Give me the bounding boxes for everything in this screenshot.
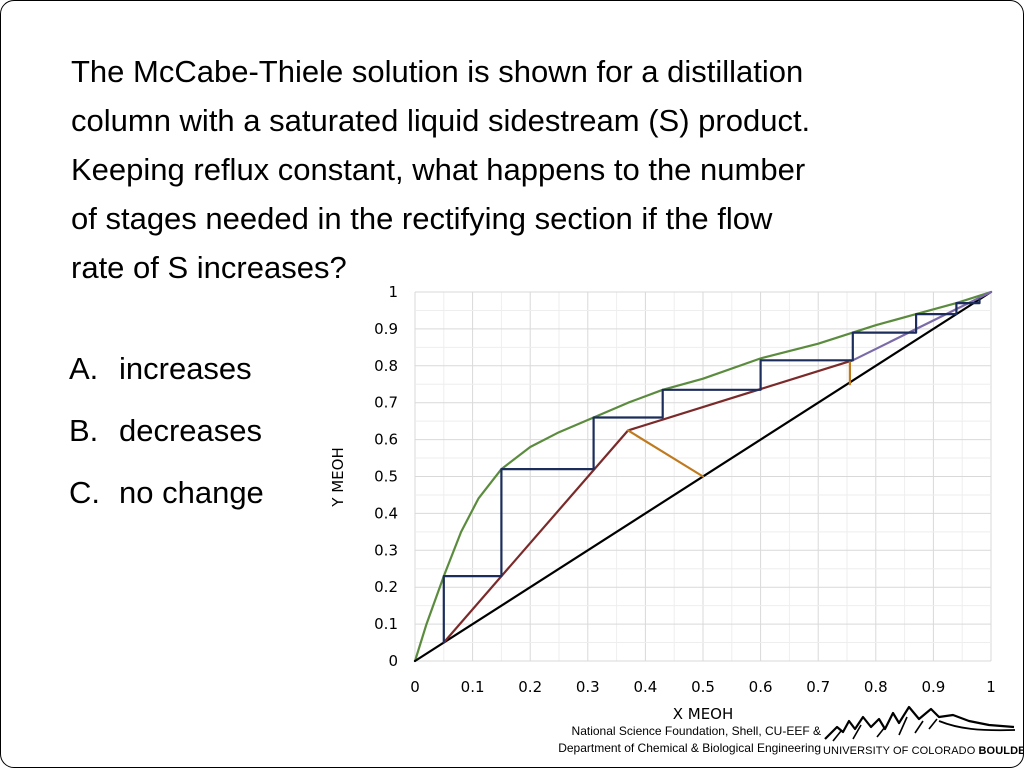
- choice-letter: C.: [69, 475, 100, 510]
- series-line-0: [413, 290, 993, 663]
- x-tick-label: 0.2: [518, 678, 542, 696]
- y-tick-label: 0.3: [374, 541, 398, 559]
- y-tick-label: 0: [388, 652, 398, 670]
- footer-line: Department of Chemical & Biological Engi…: [558, 741, 821, 755]
- y-tick-label: 0.2: [374, 578, 398, 596]
- series-line-6: [442, 298, 981, 644]
- y-tick-label: 0.9: [374, 320, 398, 338]
- y-tick-labels: 0 0.1 0.2 0.3 0.4 0.5 0.6 0.7 0.8 0.9 1: [374, 283, 398, 670]
- y-axis-label: Y MEOH: [329, 447, 347, 507]
- x-tick-label: 0: [410, 678, 420, 696]
- choice-c: C. no change: [69, 475, 264, 511]
- question-line: Keeping reflux constant, what happens to…: [71, 152, 806, 187]
- choice-letter: B.: [69, 413, 99, 448]
- y-tick-label: 0.8: [374, 357, 398, 375]
- x-tick-label: 0.4: [633, 678, 657, 696]
- question-line: The McCabe-Thiele solution is shown for …: [71, 54, 804, 89]
- footer-credits: National Science Foundation, Shell, CU-E…: [499, 723, 821, 757]
- choice-text: no change: [119, 475, 264, 510]
- choice-text: increases: [119, 351, 252, 386]
- series-line-4: [626, 429, 705, 478]
- chart-series: [413, 290, 993, 663]
- university-name: UNIVERSITY OF COLORADO BOULDER: [823, 745, 1023, 757]
- y-tick-label: 0.7: [374, 394, 398, 412]
- chart-grid: [414, 291, 992, 662]
- y-tick-label: 0.4: [374, 504, 398, 522]
- y-tick-label: 0.1: [374, 615, 398, 633]
- question-text: The McCabe-Thiele solution is shown for …: [71, 47, 971, 292]
- x-tick-label: 0.1: [461, 678, 485, 696]
- choice-text: decreases: [119, 413, 263, 448]
- y-tick-label: 0.6: [374, 431, 398, 449]
- choice-letter: A.: [69, 351, 99, 386]
- question-line: of stages needed in the rectifying secti…: [71, 201, 773, 236]
- footer-line: National Science Foundation, Shell, CU-E…: [571, 724, 821, 738]
- x-tick-label: 0.6: [749, 678, 773, 696]
- x-tick-label: 0.3: [576, 678, 600, 696]
- x-tick-label: 0.8: [864, 678, 888, 696]
- question-line: column with a saturated liquid sidestrea…: [71, 103, 811, 138]
- x-tick-label: 0.7: [806, 678, 830, 696]
- x-tick-label: 0.5: [691, 678, 715, 696]
- mccabe-thiele-chart: 0 0.1 0.2 0.3 0.4 0.5 0.6 0.7 0.8 0.9 1 0 0.1 0.2 0.3…: [329, 283, 996, 723]
- x-tick-labels: 0 0.1 0.2 0.3 0.4 0.5 0.6 0.7 0.8 0.9 1: [410, 678, 996, 696]
- y-tick-label: 1: [388, 283, 398, 301]
- flatirons-mountains-icon: [824, 705, 1016, 742]
- x-tick-label: 0.9: [921, 678, 945, 696]
- question-line: rate of S increases?: [71, 250, 347, 285]
- x-tick-label: 1: [986, 678, 996, 696]
- choice-b: B. decreases: [69, 413, 262, 449]
- choice-a: A. increases: [69, 351, 252, 387]
- x-axis-label: X MEOH: [673, 705, 734, 723]
- y-tick-label: 0.5: [374, 468, 398, 486]
